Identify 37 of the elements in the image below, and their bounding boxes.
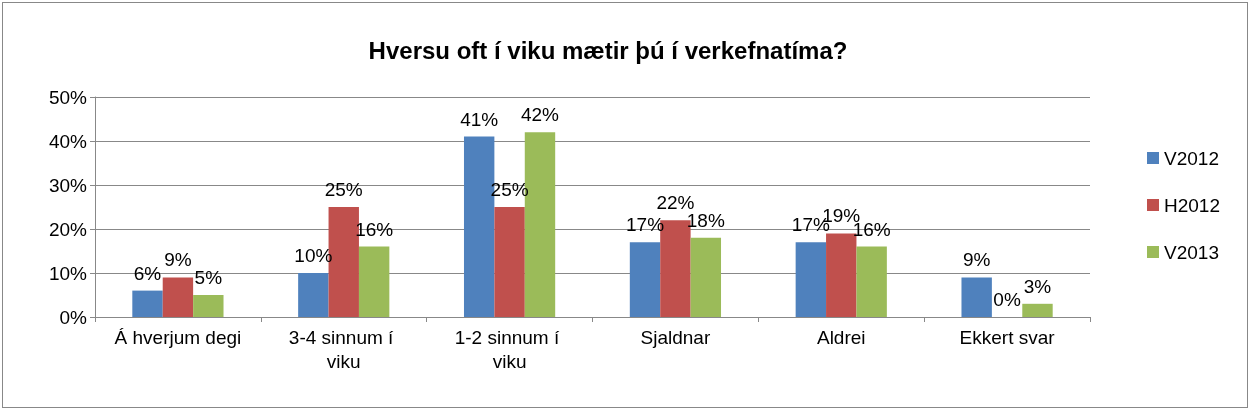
data-label: 5% xyxy=(194,267,223,288)
bar xyxy=(132,290,163,317)
y-tick-label: 10% xyxy=(48,262,88,284)
x-tick-label: Á hverjum degi xyxy=(114,326,242,348)
x-tick-label: 3-4 sinnum í viku xyxy=(288,326,399,372)
legend-label: H2012 xyxy=(1164,194,1221,216)
bar xyxy=(856,246,887,317)
x-tick-label: Aldrei xyxy=(816,326,866,348)
bar xyxy=(358,246,390,317)
legend-label: V2013 xyxy=(1164,241,1219,263)
data-label: 9% xyxy=(164,249,192,271)
data-label: 3% xyxy=(1023,275,1052,297)
bar xyxy=(298,273,329,317)
chart-title: Hversu oft í viku mætir þú í verkefnatíma? xyxy=(368,36,848,64)
y-tick-label: 40% xyxy=(48,130,88,152)
data-label: 25% xyxy=(324,179,363,200)
y-tick-label: 0% xyxy=(59,306,88,328)
bar xyxy=(795,242,827,317)
x-tick-label: 1-2 sinnum í viku xyxy=(454,326,565,372)
bar xyxy=(193,295,224,317)
bar xyxy=(629,242,661,317)
data-label: 0% xyxy=(993,289,1021,310)
y-tick-label: 50% xyxy=(48,86,88,108)
bar xyxy=(494,207,525,317)
data-label: 41% xyxy=(460,108,499,130)
data-label: 9% xyxy=(962,249,991,271)
x-tick-label: Sjaldnar xyxy=(640,326,711,348)
bar xyxy=(690,237,722,317)
bar xyxy=(1022,303,1053,317)
x-tick-label: Ekkert svar xyxy=(959,326,1056,348)
data-label: 42% xyxy=(520,104,560,126)
bar xyxy=(162,277,194,317)
bar xyxy=(961,277,992,317)
data-label: 6% xyxy=(133,262,162,284)
legend-label: V2012 xyxy=(1164,147,1219,169)
y-tick-label: 30% xyxy=(48,174,88,196)
y-tick-label: 20% xyxy=(48,218,88,240)
